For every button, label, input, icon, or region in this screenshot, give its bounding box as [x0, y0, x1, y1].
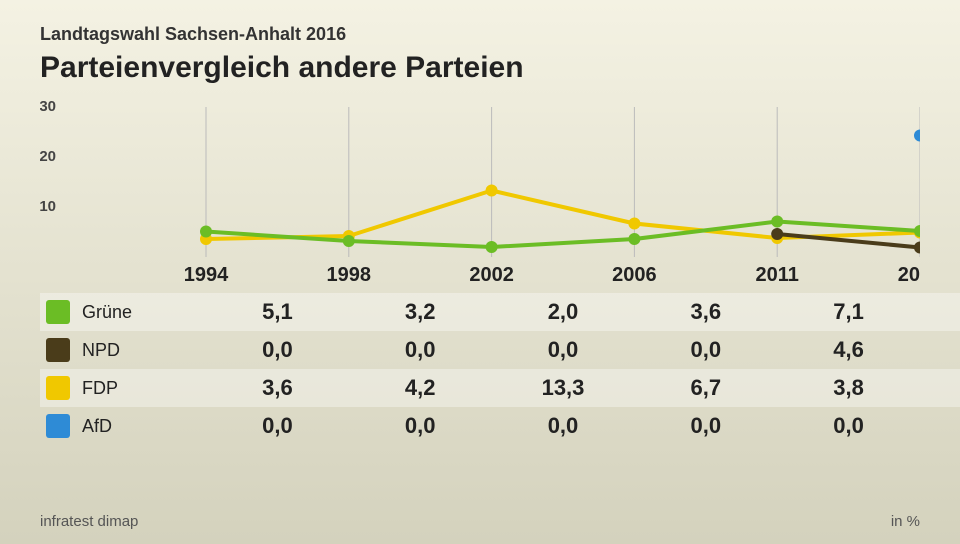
series-marker-grüne — [486, 241, 498, 253]
data-table: Grüne5,13,22,03,67,15,2NPD0,00,00,00,04,… — [40, 293, 960, 445]
legend-swatch-grüne — [40, 293, 76, 331]
series-marker-grüne — [771, 216, 783, 228]
x-tick-label: 2006 — [612, 264, 657, 286]
series-marker-npd — [771, 228, 783, 240]
table-row: FDP3,64,213,36,73,84,9 — [40, 369, 960, 407]
table-cell: 3,2 — [349, 299, 492, 325]
footer-right: in % — [891, 513, 920, 530]
x-tick-label: 2016 — [898, 264, 920, 286]
series-marker-fdp — [486, 185, 498, 197]
swatch-icon — [46, 376, 70, 400]
series-marker-grüne — [628, 233, 640, 245]
table-cell: 3,6 — [634, 299, 777, 325]
content: Landtagswahl Sachsen-Anhalt 2016 Parteie… — [0, 0, 960, 544]
table-cell: 0,0 — [492, 413, 635, 439]
series-line-fdp — [206, 191, 920, 240]
series-name: NPD — [76, 340, 206, 361]
chart-title: Parteienvergleich andere Parteien — [40, 51, 920, 85]
table-cell: 3,6 — [206, 375, 349, 401]
legend-swatch-fdp — [40, 369, 76, 407]
series-name: FDP — [76, 378, 206, 399]
table-cell: 0,0 — [634, 337, 777, 363]
table-cell: 4,2 — [349, 375, 492, 401]
table-cell: 4,6 — [777, 337, 920, 363]
series-marker-fdp — [628, 218, 640, 230]
swatch-icon — [46, 300, 70, 324]
series-marker-grüne — [200, 226, 212, 238]
x-tick-label: 2002 — [469, 264, 513, 286]
table-cell: 13,3 — [492, 375, 635, 401]
series-name: AfD — [76, 416, 206, 437]
y-tick-label: 10 — [40, 198, 56, 215]
table-row: Grüne5,13,22,03,67,15,2 — [40, 293, 960, 331]
table-cell: 2,0 — [492, 299, 635, 325]
x-tick-label: 1998 — [327, 264, 372, 286]
series-marker-grüne — [343, 235, 355, 247]
swatch-icon — [46, 338, 70, 362]
footer-left: infratest dimap — [40, 513, 138, 530]
table-row: AfD0,00,00,00,00,024,3 — [40, 407, 960, 445]
table-cell: 4,9 — [920, 375, 960, 401]
table-cell: 0,0 — [206, 337, 349, 363]
table-cell: 0,0 — [349, 413, 492, 439]
x-tick-label: 1994 — [184, 264, 229, 286]
table-cell: 5,2 — [920, 299, 960, 325]
series-name: Grüne — [76, 302, 206, 323]
table-cell: 6,7 — [634, 375, 777, 401]
table-row: NPD0,00,00,00,04,61,9 — [40, 331, 960, 369]
table-cell: 3,8 — [777, 375, 920, 401]
legend-swatch-afd — [40, 407, 76, 445]
series-line-grüne — [206, 222, 920, 248]
swatch-icon — [46, 414, 70, 438]
chart-container: 10 20 30 1994 1998 2002 2006 2011 2016 — [40, 97, 920, 287]
x-tick-label: 2011 — [756, 264, 799, 286]
table-cell: 5,1 — [206, 299, 349, 325]
table-cell: 0,0 — [492, 337, 635, 363]
table-cell: 1,9 — [920, 337, 960, 363]
footer: infratest dimap in % — [40, 513, 920, 530]
table-cell: 0,0 — [206, 413, 349, 439]
y-tick-label: 30 — [40, 98, 56, 115]
supertitle: Landtagswahl Sachsen-Anhalt 2016 — [40, 24, 920, 45]
series-marker-npd — [914, 242, 920, 254]
table-cell: 24,3 — [920, 413, 960, 439]
table-cell: 7,1 — [777, 299, 920, 325]
y-tick-label: 20 — [40, 148, 56, 165]
line-chart: 10 20 30 1994 1998 2002 2006 2011 2016 — [40, 97, 920, 287]
legend-swatch-npd — [40, 331, 76, 369]
table-cell: 0,0 — [349, 337, 492, 363]
table-cell: 0,0 — [777, 413, 920, 439]
table-cell: 0,0 — [634, 413, 777, 439]
series-marker-afd — [914, 130, 920, 142]
